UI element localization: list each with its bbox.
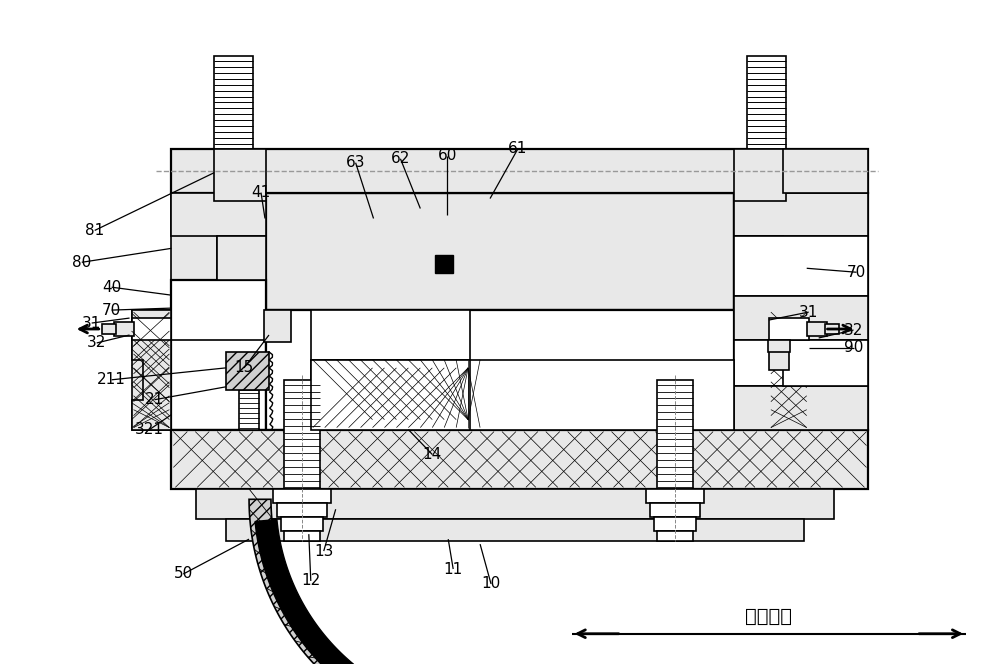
Bar (132, 318, 171, 340)
Bar (657, 380, 693, 489)
Bar (214, 149, 266, 201)
Bar (783, 340, 868, 386)
Text: 80: 80 (72, 255, 91, 270)
Bar (769, 310, 809, 430)
Bar (114, 322, 134, 336)
Text: 50: 50 (174, 567, 193, 581)
Bar (266, 193, 734, 310)
Bar (783, 149, 868, 193)
Bar (266, 310, 734, 430)
Bar (311, 360, 470, 430)
Bar (747, 56, 786, 149)
Text: 12: 12 (301, 573, 320, 589)
Bar (769, 318, 809, 340)
Text: 62: 62 (391, 151, 410, 166)
Text: 31: 31 (82, 315, 101, 331)
Bar (273, 489, 331, 503)
Bar (277, 503, 327, 517)
Bar (734, 193, 868, 236)
Bar (102, 324, 116, 334)
Bar (264, 310, 291, 342)
Text: 70: 70 (102, 303, 121, 318)
Text: 321: 321 (135, 422, 164, 437)
Text: 61: 61 (508, 141, 528, 156)
Bar (171, 193, 217, 430)
Text: 10: 10 (481, 577, 501, 591)
Bar (734, 193, 868, 430)
Text: 81: 81 (85, 223, 104, 238)
Text: 11: 11 (444, 561, 463, 577)
Bar (196, 489, 834, 519)
Bar (783, 193, 868, 430)
Polygon shape (255, 519, 354, 665)
Bar (657, 531, 693, 541)
Bar (226, 519, 804, 541)
Text: 70: 70 (847, 265, 866, 280)
Bar (646, 489, 704, 503)
Text: 31: 31 (799, 305, 818, 320)
Text: 63: 63 (346, 155, 365, 170)
Bar (226, 352, 269, 390)
Bar (284, 380, 320, 489)
Bar (171, 149, 868, 193)
Bar (734, 386, 868, 430)
Text: 32: 32 (87, 335, 106, 350)
Bar (217, 236, 266, 280)
Text: 横向方向: 横向方向 (745, 606, 792, 626)
Bar (214, 56, 253, 149)
Bar (769, 350, 789, 370)
Text: 211: 211 (97, 372, 126, 387)
Text: 90: 90 (844, 340, 863, 355)
Polygon shape (132, 310, 171, 430)
Bar (171, 280, 266, 430)
Bar (311, 360, 734, 430)
Text: 32: 32 (844, 323, 863, 338)
Bar (132, 310, 171, 430)
Bar (311, 310, 470, 360)
Bar (654, 517, 696, 531)
Text: 21: 21 (145, 392, 164, 407)
Text: 13: 13 (314, 543, 333, 559)
Bar (435, 255, 453, 273)
Bar (734, 296, 868, 340)
Bar (650, 503, 700, 517)
Text: 40: 40 (102, 280, 121, 295)
Bar (734, 236, 868, 296)
Polygon shape (249, 499, 379, 665)
Bar (768, 340, 790, 352)
Text: 41: 41 (251, 185, 271, 200)
Bar (734, 236, 783, 280)
Bar (825, 324, 839, 334)
Text: 14: 14 (423, 447, 442, 462)
Bar (281, 517, 323, 531)
Bar (734, 149, 786, 201)
Bar (171, 430, 868, 489)
Text: 60: 60 (438, 148, 457, 163)
Bar (284, 531, 320, 541)
Bar (171, 193, 266, 236)
Bar (734, 340, 868, 386)
Bar (807, 322, 827, 336)
Bar (239, 390, 259, 430)
Text: 15: 15 (234, 360, 254, 375)
